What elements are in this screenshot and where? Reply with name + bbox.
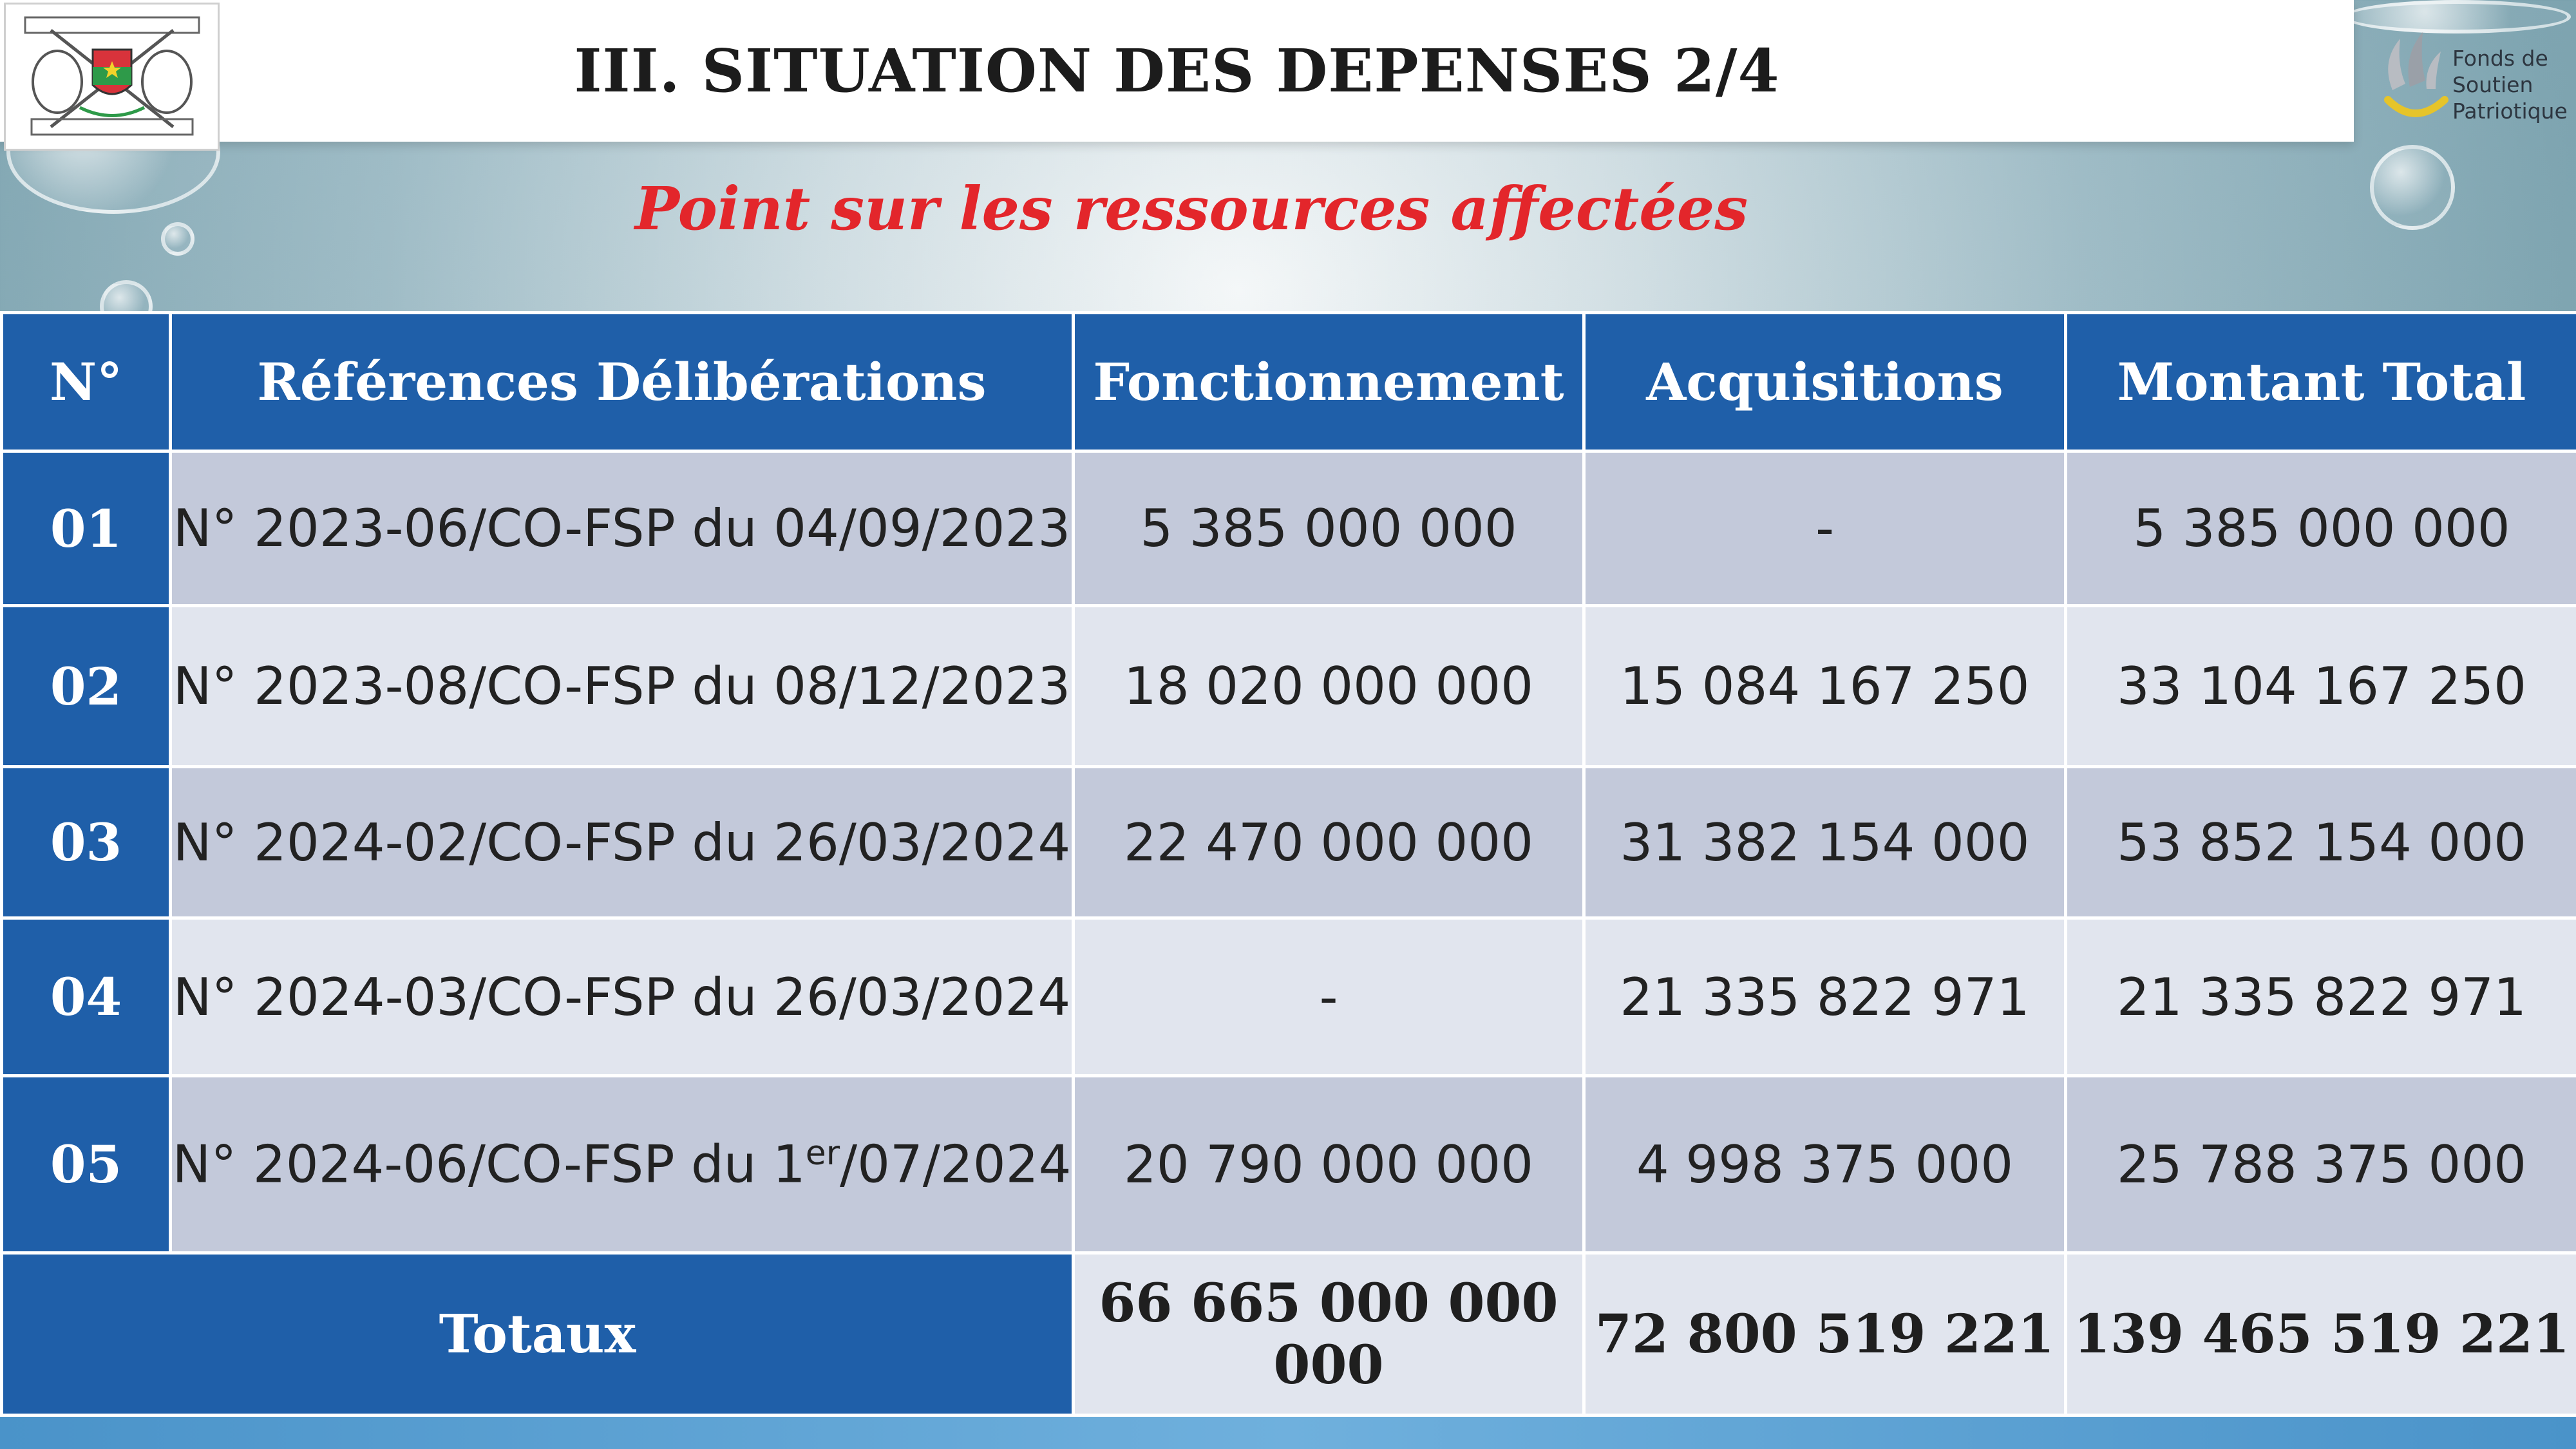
coat-of-arms-logo [4,3,220,151]
resources-table: N° Références Délibérations Fonctionneme… [0,311,2576,1417]
column-header-acquisitions: Acquisitions [1582,311,2067,453]
montant-total-cell: 53 852 154 000 [2064,765,2576,920]
row-number: 01 [0,450,172,607]
fsp-logo [2370,26,2563,135]
fonctionnement-cell: - [1072,916,1586,1077]
row-number: 03 [0,765,172,920]
row-number: 05 [0,1074,172,1255]
reference-cell: N° 2024-06/CO-FSP du 1er/07/2024 [169,1074,1075,1255]
decorative-bubble [161,222,194,256]
column-header-fonctionnement: Fonctionnement [1072,311,1586,453]
bottom-band [0,1417,2576,1449]
title-bar: III. SITUATION DES DEPENSES 2/4 [0,0,2354,142]
table-header-row: N° Références Délibérations Fonctionneme… [0,311,2576,453]
reference-cell: N° 2023-08/CO-FSP du 08/12/2023 [169,604,1075,768]
row-number: 04 [0,916,172,1077]
reference-cell: N° 2024-03/CO-FSP du 26/03/2024 [169,916,1075,1077]
reference-prefix: N° 2024-06/CO-FSP du 1 [172,1134,806,1195]
fonctionnement-cell: 18 020 000 000 [1072,604,1586,768]
acquisitions-cell: 21 335 822 971 [1582,916,2067,1077]
reference-cell: N° 2024-02/CO-FSP du 26/03/2024 [169,765,1075,920]
totals-label: Totaux [0,1251,1075,1417]
totals-row: Totaux 66 665 000 000 000 72 800 519 221… [0,1251,2576,1417]
subtitle: Point sur les ressources affectées [634,174,1748,243]
acquisitions-cell: 15 084 167 250 [1582,604,2067,768]
montant-total-cell: 5 385 000 000 [2064,450,2576,607]
column-header-number: N° [0,311,172,453]
page-title: III. SITUATION DES DEPENSES 2/4 [574,36,1780,106]
table-row: 03 N° 2024-02/CO-FSP du 26/03/2024 22 47… [0,765,2576,920]
column-header-references: Références Délibérations [169,311,1075,453]
montant-total-cell: 25 788 375 000 [2064,1074,2576,1255]
totals-fonctionnement: 66 665 000 000 000 [1072,1251,1586,1417]
acquisitions-cell: 31 382 154 000 [1582,765,2067,920]
totals-acquisitions: 72 800 519 221 [1582,1251,2067,1417]
table-row: 04 N° 2024-03/CO-FSP du 26/03/2024 - 21 … [0,916,2576,1077]
table-row: 01 N° 2023-06/CO-FSP du 04/09/2023 5 385… [0,450,2576,607]
table-row: 05 N° 2024-06/CO-FSP du 1er/07/2024 20 7… [0,1074,2576,1255]
acquisitions-cell: 4 998 375 000 [1582,1074,2067,1255]
fsp-logo-text: Fonds de Soutien Patriotique [2452,45,2568,124]
row-number: 02 [0,604,172,768]
logo-line-1: Fonds de [2452,46,2548,71]
montant-total-cell: 33 104 167 250 [2064,604,2576,768]
fonctionnement-cell: 20 790 000 000 [1072,1074,1586,1255]
decorative-bubble [2370,145,2455,230]
column-header-montant-total: Montant Total [2064,311,2576,453]
table-row: 02 N° 2023-08/CO-FSP du 08/12/2023 18 02… [0,604,2576,768]
reference-suffix: /07/2024 [840,1134,1072,1195]
reference-cell: N° 2023-06/CO-FSP du 04/09/2023 [169,450,1075,607]
totals-montant-total: 139 465 519 221 [2064,1251,2576,1417]
montant-total-cell: 21 335 822 971 [2064,916,2576,1077]
acquisitions-cell: - [1582,450,2067,607]
fonctionnement-cell: 5 385 000 000 [1072,450,1586,607]
logo-line-3: Patriotique [2452,99,2568,124]
fonctionnement-cell: 22 470 000 000 [1072,765,1586,920]
logo-line-2: Soutien [2452,72,2533,97]
reference-superscript: er [805,1134,840,1173]
